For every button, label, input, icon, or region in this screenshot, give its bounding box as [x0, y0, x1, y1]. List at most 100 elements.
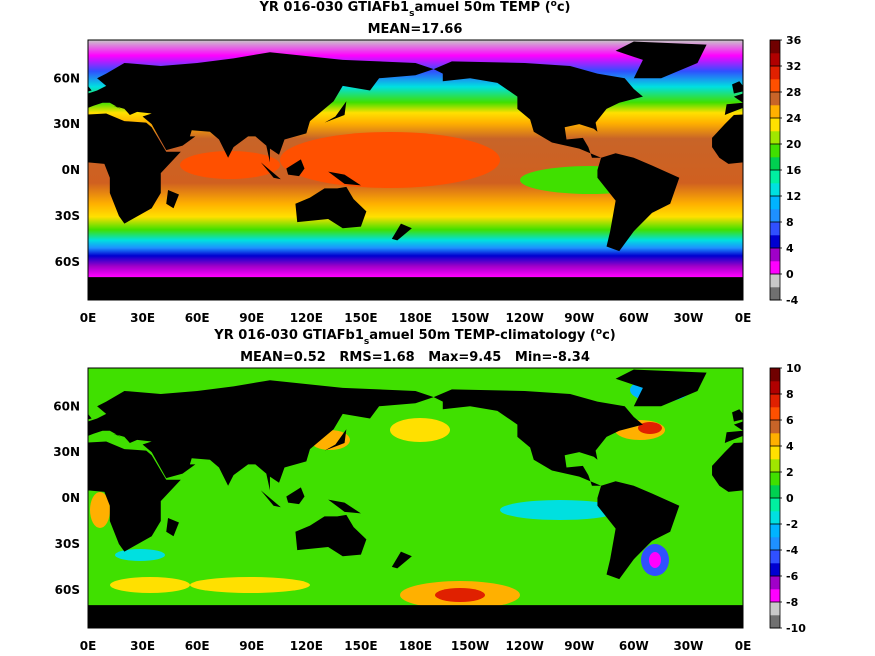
- colorbar-swatch: [770, 92, 780, 106]
- latitude-label: 30N: [53, 445, 80, 459]
- colorbar-swatch: [770, 563, 780, 577]
- colorbar-tick-label: 28: [786, 86, 801, 99]
- longitude-label: 0E: [80, 311, 97, 325]
- colorbar-swatch: [770, 105, 780, 119]
- longitude-label: 90W: [564, 311, 594, 325]
- title-superscript: o: [596, 327, 602, 337]
- longitude-label: 30E: [130, 639, 155, 653]
- longitude-label: 120W: [506, 639, 544, 653]
- colorbar-swatch: [770, 274, 780, 288]
- colorbar-swatch: [770, 157, 780, 171]
- longitude-label: 150W: [451, 639, 489, 653]
- longitude-label: 60E: [185, 311, 210, 325]
- colorbar-swatch: [770, 485, 780, 499]
- longitude-label: 30E: [130, 311, 155, 325]
- colorbar-swatch: [770, 511, 780, 525]
- latitude-label: 0N: [62, 163, 80, 177]
- colorbar-tick-label: -4: [786, 544, 799, 557]
- colorbar-tick-label: 0: [786, 268, 794, 281]
- latitude-label: 30N: [53, 117, 80, 131]
- longitude-label: 150E: [344, 639, 377, 653]
- latitude-label: 60S: [55, 583, 80, 597]
- title-text: amuel 50m TEMP (: [414, 0, 550, 15]
- colorbar-tick-label: 6: [786, 414, 794, 427]
- colorbar-tick-label: 24: [786, 112, 802, 125]
- panel-title: YR 016-030 GTIAFb1samuel 50m TEMP (oc): [258, 0, 570, 19]
- title-superscript: o: [551, 0, 557, 9]
- longitude-label: 60W: [619, 639, 649, 653]
- colorbar-swatch: [770, 537, 780, 551]
- colorbar-tick-label: -4: [786, 294, 799, 307]
- title-text: c): [557, 0, 571, 15]
- colorbar-tick-label: 4: [786, 242, 794, 255]
- longitude-label: 0E: [735, 639, 752, 653]
- panel-subtitle: MEAN=0.52 RMS=1.68 Max=9.45 Min=-8.34: [240, 350, 590, 365]
- colorbar-swatch: [770, 209, 780, 223]
- colorbar-tick-label: 8: [786, 388, 794, 401]
- colorbar-tick-label: 0: [786, 492, 794, 505]
- colorbar-swatch: [770, 420, 780, 434]
- colorbar-tick-label: -10: [786, 622, 806, 635]
- longitude-label: 90W: [564, 639, 594, 653]
- colorbar-swatch: [770, 183, 780, 197]
- colorbar-swatch: [770, 459, 780, 473]
- colorbar-tick-label: 2: [786, 466, 794, 479]
- colorbar-swatch: [770, 144, 780, 158]
- colorbar-swatch: [770, 433, 780, 447]
- longitude-label: 60W: [619, 311, 649, 325]
- colorbar-swatch: [770, 446, 780, 460]
- colorbar-swatch: [770, 524, 780, 538]
- colorbar-swatch: [770, 235, 780, 249]
- colorbar-swatch: [770, 40, 780, 54]
- map-panel: YR 016-030 GTIAFb1samuel 50m TEMP-climat…: [87, 327, 744, 629]
- colorbar-swatch: [770, 118, 780, 132]
- longitude-label: 150E: [344, 311, 377, 325]
- colorbar-swatch: [770, 498, 780, 512]
- longitude-label: 150W: [451, 311, 489, 325]
- colorbar-tick-label: -8: [786, 596, 798, 609]
- longitude-label: 60E: [185, 639, 210, 653]
- colorbar-swatch: [770, 602, 780, 616]
- map-field: [88, 40, 743, 300]
- colorbar-tick-label: 16: [786, 164, 802, 177]
- colorbar-swatch: [770, 79, 780, 93]
- longitude-label: 90E: [239, 639, 264, 653]
- colorbar-tick-label: -2: [786, 518, 798, 531]
- map-field: [88, 368, 743, 628]
- latitude-label: 60N: [53, 399, 80, 413]
- colorbar-swatch: [770, 196, 780, 210]
- title-text: YR 016-030 GTIAFb1: [258, 0, 409, 15]
- colorbar-swatch: [770, 248, 780, 262]
- colorbar-tick-label: 4: [786, 440, 794, 453]
- map-panel: YR 016-030 GTIAFb1samuel 50m TEMP (oc) M…: [87, 0, 744, 301]
- colorbar-swatch: [770, 394, 780, 408]
- colorbar-swatch: [770, 381, 780, 395]
- colorbar-swatch: [770, 66, 780, 80]
- colorbar-swatch: [770, 170, 780, 184]
- panel-subtitle: MEAN=17.66: [368, 22, 463, 37]
- longitude-label: 180E: [399, 311, 432, 325]
- latitude-label: 30S: [55, 537, 80, 551]
- colorbar-swatch: [770, 550, 780, 564]
- colorbar-swatch: [770, 261, 780, 275]
- longitude-label: 30W: [673, 311, 703, 325]
- title-subscript: s: [409, 9, 414, 19]
- colorbar-swatch: [770, 131, 780, 145]
- colorbar-swatch: [770, 576, 780, 590]
- title-text: amuel 50m TEMP-climatology (: [369, 328, 596, 343]
- colorbar-swatch: [770, 368, 780, 382]
- colorbar-swatch: [770, 472, 780, 486]
- colorbar-swatch: [770, 615, 780, 629]
- latitude-label: 0N: [62, 491, 80, 505]
- latitude-label: 30S: [55, 209, 80, 223]
- longitude-label: 120E: [290, 311, 323, 325]
- colorbar-tick-label: 20: [786, 138, 802, 151]
- longitude-label: 180E: [399, 639, 432, 653]
- longitude-label: 120W: [506, 311, 544, 325]
- latitude-label: 60S: [55, 255, 80, 269]
- longitude-label: 90E: [239, 311, 264, 325]
- longitude-label: 0E: [80, 639, 97, 653]
- colorbar-swatch: [770, 589, 780, 603]
- colorbar-tick-label: 8: [786, 216, 794, 229]
